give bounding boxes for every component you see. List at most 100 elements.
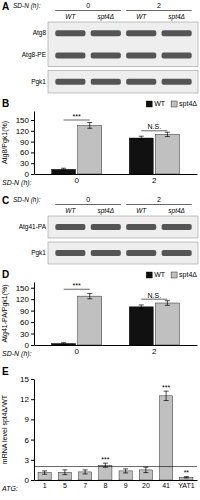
tick: 0 — [25, 341, 34, 350]
band — [55, 79, 85, 85]
error-bar — [165, 132, 170, 136]
tick: 0 — [74, 176, 79, 185]
error-bar — [61, 343, 66, 345]
band — [162, 79, 192, 85]
panel: ASD-N (h):02WTspt4ΔWTspt4ΔAtg8Atg8-PEPgk… — [2, 1, 198, 93]
group-line — [55, 204, 121, 205]
plot-area: 030609012015002***N.S. — [16, 282, 198, 356]
significance-label: *** — [162, 384, 170, 391]
band — [91, 224, 121, 230]
x-label: SD-N (h): — [13, 196, 41, 204]
panel: 03691215157892041YAT1********EmRNA level… — [1, 366, 198, 492]
significance-line — [141, 130, 167, 131]
error-bar — [165, 301, 170, 306]
band — [55, 224, 85, 230]
error-bar — [164, 391, 169, 400]
axis-line — [35, 345, 198, 346]
tick: 5 — [63, 482, 67, 489]
legend-item: WT — [146, 100, 166, 107]
y-axis: 03691215 — [20, 375, 34, 485]
error-bar — [139, 305, 144, 309]
x-label: SD-N (h): — [13, 2, 41, 10]
significance-label: N.S. — [147, 292, 161, 299]
tick-mark — [31, 120, 34, 121]
y-axis-label: mRNA level spt4Δ/WT — [1, 394, 9, 464]
x-axis: 02 — [35, 175, 198, 185]
tick-mark — [31, 379, 34, 380]
tick: 30 — [20, 159, 34, 168]
tick: 90 — [20, 307, 34, 316]
marks — [34, 391, 197, 480]
figure: ASD-N (h):02WTspt4ΔWTspt4ΔAtg8Atg8-PEPgk… — [0, 0, 200, 500]
tick-label: 90 — [20, 138, 29, 147]
legend-swatch — [146, 272, 152, 278]
tick: 2 — [152, 347, 157, 356]
tick-mark — [31, 480, 34, 481]
band — [55, 250, 85, 256]
tick: 9 — [25, 415, 34, 424]
tick-mark — [31, 311, 34, 312]
tick-mark — [31, 460, 34, 461]
tick: 150 — [16, 284, 34, 293]
bar — [155, 134, 179, 174]
blot-box — [48, 216, 198, 238]
tick-label: 41 — [162, 482, 170, 489]
significance-label: *** — [101, 456, 109, 463]
legend-label: WT — [154, 100, 166, 107]
legend-item: WT — [146, 271, 166, 278]
significance-label: *** — [73, 282, 81, 289]
tick-label: 0 — [25, 476, 30, 485]
significance-line — [64, 120, 90, 121]
tick: 7 — [83, 482, 87, 489]
legend-swatch — [171, 272, 177, 278]
group-line — [55, 10, 121, 11]
tick-label: 0 — [25, 170, 30, 179]
tick-label: 7 — [83, 482, 87, 489]
lane-label: WT — [65, 207, 76, 214]
tick: 60 — [20, 318, 34, 327]
band-label: Atg41-PA — [19, 223, 47, 231]
tick-mark — [31, 288, 34, 289]
tick: 9 — [124, 482, 128, 489]
bar — [155, 303, 179, 345]
lane-label: WT — [136, 13, 147, 20]
tick-label: 9 — [25, 415, 30, 424]
tick: 41 — [162, 482, 170, 489]
group-label: 2 — [157, 196, 161, 203]
tick-label: 9 — [124, 482, 128, 489]
tick: 120 — [16, 295, 34, 304]
axis-line — [34, 112, 35, 175]
significance-line — [141, 299, 167, 300]
tick: 6 — [25, 436, 34, 445]
tick-label: 20 — [142, 482, 150, 489]
tick-label: 1 — [43, 482, 47, 489]
error-bar — [184, 477, 189, 478]
tick: 15 — [20, 375, 34, 384]
group-line — [126, 10, 192, 11]
significance-label: N.S. — [147, 123, 161, 130]
tick-label: 3 — [25, 456, 30, 465]
tick-label: 60 — [20, 148, 29, 157]
tick-mark — [31, 322, 34, 323]
tick-mark — [31, 131, 34, 132]
legend-item: spt4Δ — [171, 271, 197, 279]
tick-label: 0 — [74, 347, 79, 356]
tick: 90 — [20, 138, 34, 147]
band-label: Pgk1 — [31, 78, 46, 86]
tick: 0 — [25, 476, 34, 485]
band — [126, 250, 156, 256]
tick-mark — [31, 399, 34, 400]
legend-label: spt4Δ — [179, 100, 197, 108]
band — [162, 250, 192, 256]
tick: YAT1 — [178, 482, 195, 489]
blot-box — [48, 71, 198, 93]
band — [162, 53, 192, 59]
error-bar — [87, 123, 92, 129]
band — [91, 250, 121, 256]
group-label: 0 — [86, 2, 90, 9]
error-bar — [87, 293, 92, 298]
error-bar — [139, 136, 144, 140]
panel-label: B — [2, 98, 9, 109]
lane-label: WT — [136, 207, 147, 214]
y-axis-label: Atg8/Pgk1(%) — [1, 121, 9, 164]
